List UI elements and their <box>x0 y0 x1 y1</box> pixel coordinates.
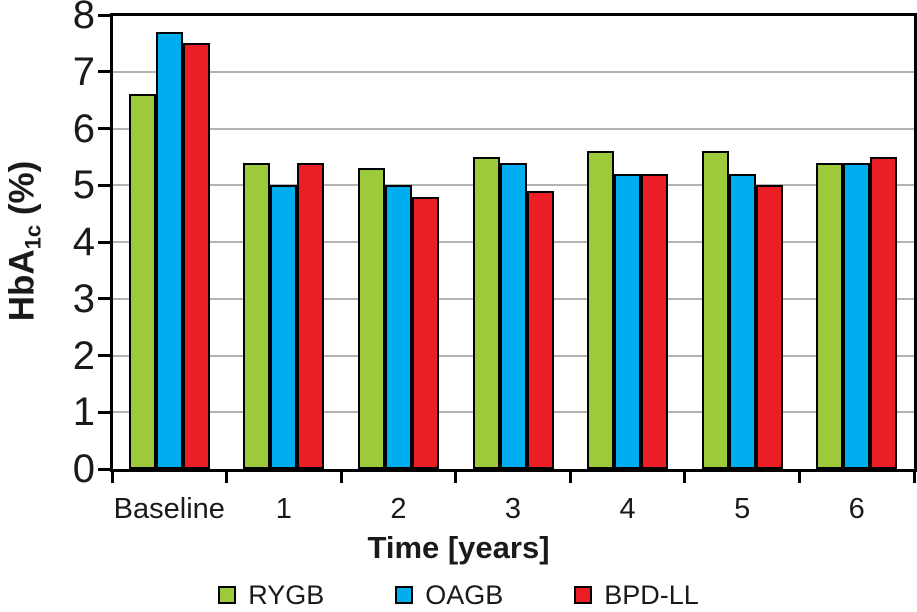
y-axis-tick-0 <box>98 467 112 471</box>
bar-bpd-ll-6 <box>870 156 898 469</box>
y-tick-label-3: 3 <box>72 276 95 321</box>
y-axis-tick-4 <box>98 240 112 244</box>
bar-oagb-baseline <box>155 32 183 469</box>
legend-item-oagb: OAGB <box>395 580 503 610</box>
y-tick-label-4: 4 <box>72 220 95 264</box>
bar-bpd-ll-1 <box>297 162 325 469</box>
x-axis-tick-6 <box>797 470 801 483</box>
x-axis-tick-2 <box>339 470 343 483</box>
y-axis-tick-3 <box>98 297 112 301</box>
bar-oagb-2 <box>384 185 412 469</box>
x-axis-tick-4 <box>568 470 572 483</box>
bar-bpd-ll-baseline <box>182 43 210 469</box>
y-tick-label-5: 5 <box>72 163 95 208</box>
x-tick-label-6: 6 <box>848 493 865 525</box>
legend-swatch-bpd-ll <box>574 586 593 604</box>
y-tick-label-7: 7 <box>72 49 95 94</box>
legend-swatch-oagb <box>395 586 414 604</box>
y-tick-label-0: 0 <box>72 447 95 491</box>
x-tick-label-2: 2 <box>390 493 407 525</box>
x-axis-tick-7 <box>912 470 916 483</box>
x-axis-tick-5 <box>683 470 687 483</box>
x-tick-label-5: 5 <box>734 493 751 525</box>
x-tick-label-4: 4 <box>619 493 636 525</box>
x-axis-tick-3 <box>454 470 458 483</box>
bar-oagb-5 <box>728 173 756 469</box>
x-tick-label-1: 1 <box>275 493 292 525</box>
bar-bpd-ll-2 <box>411 196 439 469</box>
bar-bpd-ll-4 <box>641 173 669 469</box>
legend: RYGB OAGB BPD-LL <box>0 579 917 611</box>
y-axis-tick-1 <box>98 410 112 414</box>
gridline-y7 <box>113 70 914 73</box>
bar-oagb-1 <box>270 185 298 469</box>
y-tick-label-8: 8 <box>72 0 95 37</box>
y-axis-tick-7 <box>98 70 112 74</box>
x-tick-label-3: 3 <box>504 493 522 525</box>
legend-item-rygb: RYGB <box>218 580 324 610</box>
x-tick-label-baseline: Baseline <box>113 493 225 525</box>
bar-rygb-4 <box>587 151 615 469</box>
legend-item-bpd-ll: BPD-LL <box>574 580 699 610</box>
bar-rygb-2 <box>357 168 385 469</box>
y-axis-tick-2 <box>98 354 112 357</box>
y-tick-label-2: 2 <box>72 333 95 378</box>
legend-label-oagb: OAGB <box>425 580 504 610</box>
y-axis-tick-6 <box>98 127 112 130</box>
legend-label-bpd-ll: BPD-LL <box>604 580 699 610</box>
bar-bpd-ll-5 <box>755 185 783 469</box>
y-axis-tick-8 <box>98 13 112 17</box>
legend-swatch-rygb <box>218 586 237 604</box>
legend-label-rygb: RYGB <box>248 580 325 610</box>
bar-rygb-3 <box>472 156 500 469</box>
x-axis-title: Time [years] <box>367 530 550 565</box>
bar-oagb-6 <box>843 162 871 469</box>
bar-oagb-4 <box>614 173 642 469</box>
x-axis-tick-0 <box>110 470 114 483</box>
y-axis-tick-5 <box>98 183 112 187</box>
y-tick-label-6: 6 <box>72 106 95 151</box>
bar-rygb-5 <box>701 151 729 469</box>
bar-rygb-6 <box>816 162 844 469</box>
bar-bpd-ll-3 <box>526 190 554 469</box>
bar-oagb-3 <box>499 162 527 469</box>
bar-rygb-1 <box>243 162 271 469</box>
gridline-y6 <box>113 127 914 130</box>
bar-rygb-baseline <box>128 94 156 469</box>
x-axis-tick-1 <box>225 470 229 483</box>
y-tick-label-1: 1 <box>72 390 95 435</box>
